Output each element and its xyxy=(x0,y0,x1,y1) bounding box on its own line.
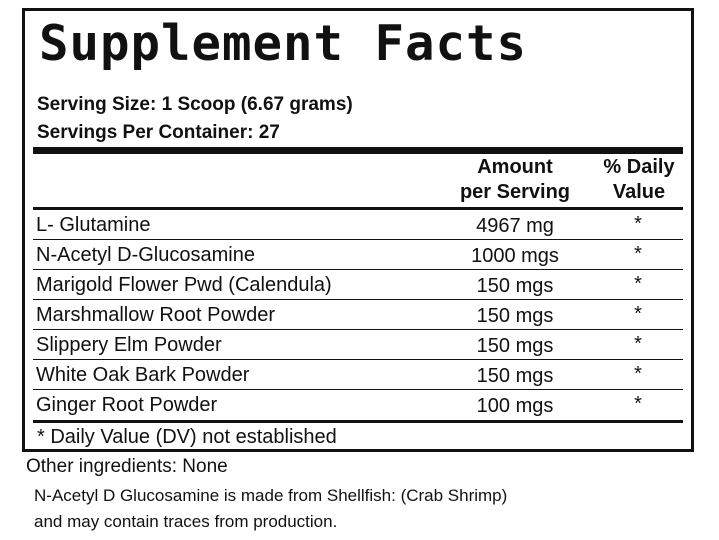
ingredient-amount: 1000 mgs xyxy=(471,245,559,267)
table-row: Marshmallow Root Powder 150 mgs * xyxy=(33,300,683,330)
ingredient-daily-value: * xyxy=(634,273,642,295)
table-row: N-Acetyl D-Glucosamine 1000 mgs * xyxy=(33,240,683,270)
panel-title: Supplement Facts xyxy=(39,15,528,72)
footer-divider xyxy=(33,420,683,423)
amount-column-header: Amount per Serving xyxy=(425,155,605,205)
table-row: Ginger Root Powder 100 mgs * xyxy=(33,390,683,420)
ingredient-name: Ginger Root Powder xyxy=(36,394,218,416)
ingredient-daily-value: * xyxy=(634,333,642,355)
table-row: L- Glutamine 4967 mg * xyxy=(33,210,683,240)
ingredient-name: Slippery Elm Powder xyxy=(36,334,222,356)
ingredient-name: Marshmallow Root Powder xyxy=(36,304,275,326)
thick-divider xyxy=(33,147,683,154)
allergen-note-line1: N-Acetyl D Glucosamine is made from Shel… xyxy=(34,486,508,505)
ingredient-table: L- Glutamine 4967 mg * N-Acetyl D-Glucos… xyxy=(33,210,683,420)
ingredient-name: Marigold Flower Pwd (Calendula) xyxy=(36,274,332,296)
ingredient-daily-value: * xyxy=(634,243,642,265)
ingredient-amount: 100 mgs xyxy=(476,395,554,417)
ingredient-daily-value: * xyxy=(634,393,642,415)
ingredient-amount: 150 mgs xyxy=(476,305,554,327)
ingredient-name: L- Glutamine xyxy=(36,214,151,236)
table-row: White Oak Bark Powder 150 mgs * xyxy=(33,360,683,390)
other-ingredients: Other ingredients: None xyxy=(26,456,228,477)
ingredient-amount: 150 mgs xyxy=(476,365,554,387)
amount-header-line1: Amount xyxy=(477,156,553,178)
serving-size: Serving Size: 1 Scoop (6.67 grams) xyxy=(37,94,353,115)
amount-header-line2: per Serving xyxy=(459,181,571,203)
supplement-facts-panel: Supplement Facts Serving Size: 1 Scoop (… xyxy=(22,8,694,452)
servings-per-container: Servings Per Container: 27 xyxy=(37,122,280,143)
ingredient-amount: 150 mgs xyxy=(476,275,554,297)
header-divider xyxy=(33,207,683,210)
ingredient-daily-value: * xyxy=(634,363,642,385)
ingredient-amount: 150 mgs xyxy=(476,335,554,357)
allergen-note-line2: and may contain traces from production. xyxy=(34,512,338,531)
table-row: Slippery Elm Powder 150 mgs * xyxy=(33,330,683,360)
ingredient-amount: 4967 mg xyxy=(476,215,554,237)
daily-value-footnote: * Daily Value (DV) not established xyxy=(37,426,337,448)
daily-value-column-header: % Daily Value xyxy=(587,155,691,205)
table-row: Marigold Flower Pwd (Calendula) 150 mgs … xyxy=(33,270,683,300)
ingredient-name: N-Acetyl D-Glucosamine xyxy=(36,244,255,266)
ingredient-daily-value: * xyxy=(634,213,642,235)
dv-header-line2: Value xyxy=(612,181,666,203)
ingredient-name: White Oak Bark Powder xyxy=(36,364,250,386)
ingredient-daily-value: * xyxy=(634,303,642,325)
dv-header-line1: % Daily xyxy=(603,156,675,178)
